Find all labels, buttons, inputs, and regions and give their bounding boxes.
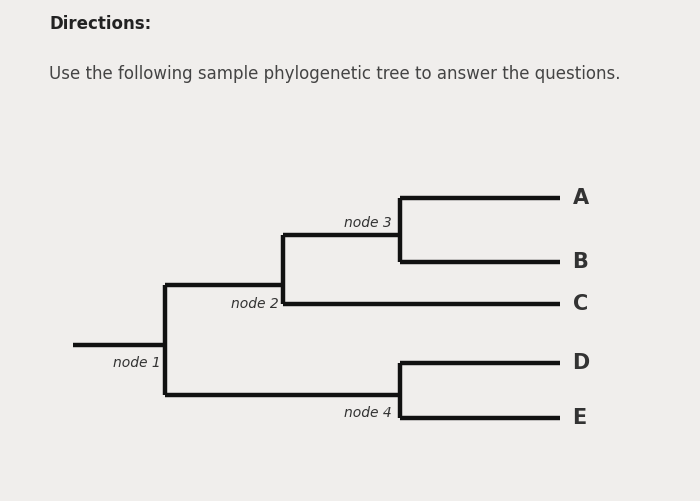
Text: B: B xyxy=(573,253,589,273)
Text: node 2: node 2 xyxy=(231,297,279,311)
Text: node 4: node 4 xyxy=(344,406,392,420)
Text: D: D xyxy=(573,353,590,373)
Text: C: C xyxy=(573,294,588,314)
Text: E: E xyxy=(573,408,587,428)
Text: Directions:: Directions: xyxy=(49,15,151,33)
Text: A: A xyxy=(573,188,589,208)
Text: Use the following sample phylogenetic tree to answer the questions.: Use the following sample phylogenetic tr… xyxy=(49,65,620,83)
Text: node 1: node 1 xyxy=(113,356,161,370)
Text: node 3: node 3 xyxy=(344,216,392,230)
